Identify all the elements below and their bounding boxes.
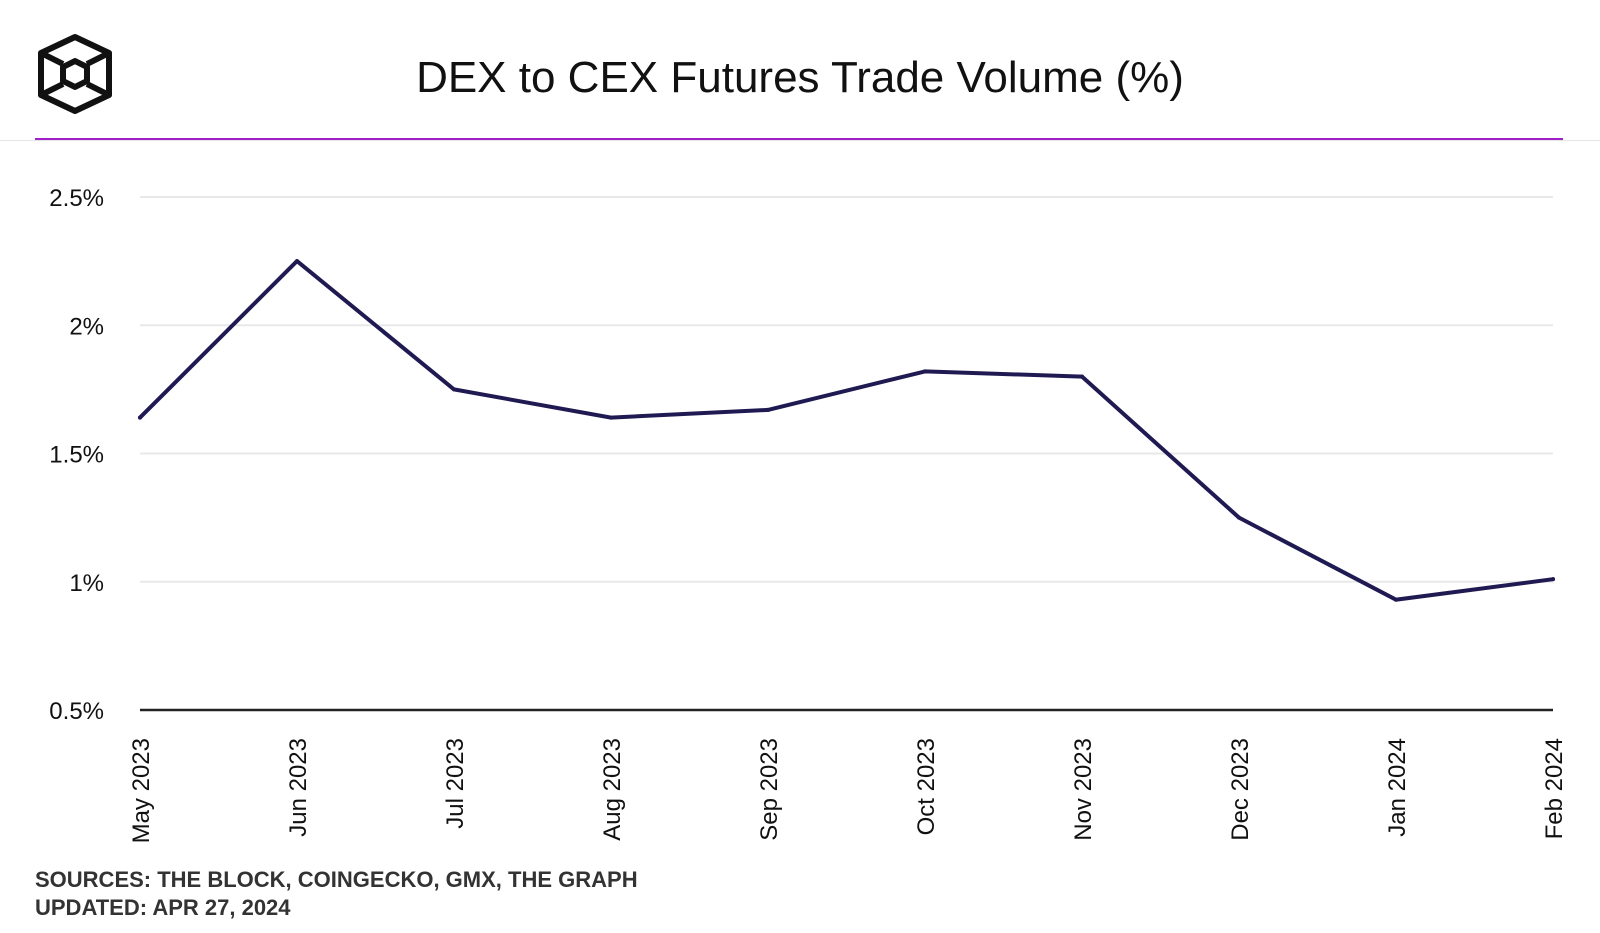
data-point xyxy=(1551,577,1555,582)
chart-title: DEX to CEX Futures Trade Volume (%) xyxy=(416,53,1184,102)
data-point xyxy=(138,415,142,420)
y-tick-label: 0.5% xyxy=(49,698,104,725)
x-tick-label: Dec 2023 xyxy=(1227,738,1254,841)
x-tick-label: Sep 2023 xyxy=(756,738,783,841)
series-line xyxy=(138,259,1555,602)
x-tick-label: Nov 2023 xyxy=(1070,738,1097,841)
data-point xyxy=(1394,597,1398,602)
x-tick-label: May 2023 xyxy=(128,738,155,843)
y-tick-label: 1% xyxy=(69,570,104,597)
line-chart: 0.5% 1% 1.5% 2% 2.5% May 2023 Jun 2023 Jul 2023… xyxy=(49,185,1568,843)
sources-note: SOURCES: THE BLOCK, COINGECKO, GMX, THE … xyxy=(35,867,638,892)
the-block-cube-logo-icon xyxy=(38,34,112,114)
data-point xyxy=(295,259,299,264)
chart-footer: SOURCES: THE BLOCK, COINGECKO, GMX, THE … xyxy=(35,866,638,922)
x-tick-label: Feb 2024 xyxy=(1541,738,1568,839)
data-point xyxy=(766,407,770,412)
x-tick-label: Aug 2023 xyxy=(599,738,626,841)
x-tick-label: Jan 2024 xyxy=(1384,738,1411,837)
data-point xyxy=(452,387,456,392)
data-point xyxy=(609,415,613,420)
x-tick-label: Oct 2023 xyxy=(913,738,940,835)
data-point xyxy=(1237,515,1241,520)
y-tick-label: 2.5% xyxy=(49,185,104,212)
accent-divider xyxy=(35,138,1563,140)
data-point xyxy=(1080,374,1084,379)
data-point xyxy=(923,369,927,374)
x-tick-label: Jun 2023 xyxy=(285,738,312,837)
y-tick-label: 1.5% xyxy=(49,442,104,469)
x-tick-label: Jul 2023 xyxy=(442,738,469,829)
updated-note: UPDATED: APR 27, 2024 xyxy=(35,895,291,920)
chart-header: DEX to CEX Futures Trade Volume (%) xyxy=(0,0,1600,141)
y-tick-label: 2% xyxy=(69,313,104,340)
